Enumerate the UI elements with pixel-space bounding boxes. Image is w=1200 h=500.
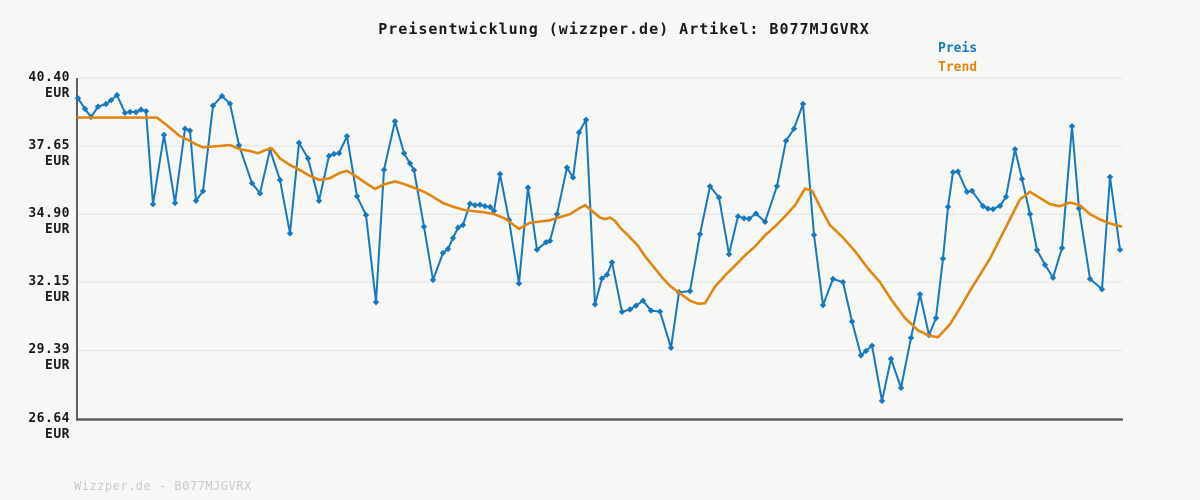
y-tick-label: 32.15 EUR [28, 274, 70, 306]
y-tick-label: 40.40 EUR [28, 70, 70, 101]
legend-item-trend: Trend [938, 60, 978, 75]
watermark-footer: Wizzper.de - B077MJGVRX [74, 479, 252, 493]
chart-legend: Preis Trend [938, 39, 977, 77]
y-tick-label: 29.39 EUR [28, 342, 70, 374]
chart-title: Preisentwicklung (wizzper.de) Artikel: B… [378, 20, 870, 38]
legend-item-preis: Preis [938, 41, 978, 56]
y-tick-label: 34.90 EUR [28, 206, 70, 238]
y-tick-label: 26.64 EUR [28, 410, 70, 442]
y-tick-label: 37.65 EUR [28, 138, 70, 170]
